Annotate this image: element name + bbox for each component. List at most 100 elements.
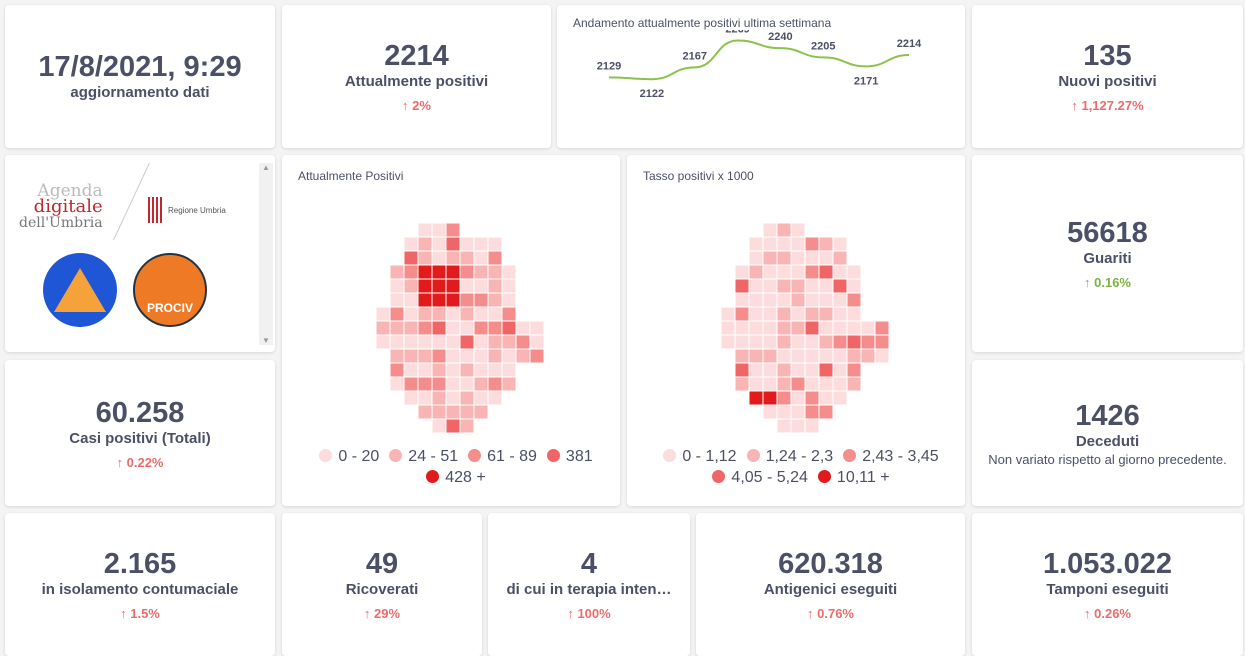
municipality-area[interactable] <box>487 292 503 308</box>
municipality-area[interactable] <box>417 348 433 364</box>
municipality-area[interactable] <box>431 348 447 364</box>
municipality-area[interactable] <box>473 236 489 252</box>
municipality-area[interactable] <box>832 306 848 322</box>
municipality-area[interactable] <box>748 236 764 252</box>
municipality-area[interactable] <box>417 264 433 280</box>
municipality-area[interactable] <box>832 348 848 364</box>
municipality-area[interactable] <box>417 292 433 308</box>
municipality-area[interactable] <box>818 320 834 336</box>
municipality-area[interactable] <box>832 264 848 280</box>
municipality-area[interactable] <box>431 362 447 378</box>
municipality-area[interactable] <box>473 376 489 392</box>
municipality-area[interactable] <box>804 362 820 378</box>
municipality-area[interactable] <box>431 418 447 434</box>
municipality-area[interactable] <box>501 362 517 378</box>
municipality-area[interactable] <box>389 320 405 336</box>
municipality-area[interactable] <box>804 306 820 322</box>
municipality-area[interactable] <box>790 250 806 266</box>
municipality-area[interactable] <box>734 334 750 350</box>
municipality-area[interactable] <box>776 334 792 350</box>
municipality-area[interactable] <box>473 390 489 406</box>
municipality-area[interactable] <box>748 306 764 322</box>
municipality-area[interactable] <box>818 278 834 294</box>
municipality-area[interactable] <box>431 404 447 420</box>
municipality-area[interactable] <box>790 404 806 420</box>
municipality-area[interactable] <box>501 278 517 294</box>
municipality-area[interactable] <box>874 348 890 364</box>
scroll-down-icon[interactable]: ▼ <box>262 336 270 345</box>
municipality-area[interactable] <box>431 320 447 336</box>
municipality-area[interactable] <box>818 306 834 322</box>
municipality-area[interactable] <box>501 334 517 350</box>
municipality-area[interactable] <box>846 320 862 336</box>
municipality-area[interactable] <box>487 264 503 280</box>
municipality-area[interactable] <box>403 348 419 364</box>
municipality-area[interactable] <box>748 362 764 378</box>
municipality-area[interactable] <box>762 334 778 350</box>
municipality-area[interactable] <box>389 292 405 308</box>
municipality-area[interactable] <box>445 320 461 336</box>
municipality-area[interactable] <box>804 236 820 252</box>
municipality-area[interactable] <box>776 418 792 434</box>
municipality-area[interactable] <box>459 362 475 378</box>
municipality-area[interactable] <box>748 334 764 350</box>
municipality-area[interactable] <box>790 362 806 378</box>
municipality-area[interactable] <box>501 348 517 364</box>
municipality-area[interactable] <box>403 236 419 252</box>
municipality-area[interactable] <box>818 292 834 308</box>
municipality-area[interactable] <box>473 250 489 266</box>
municipality-area[interactable] <box>431 236 447 252</box>
municipality-area[interactable] <box>403 250 419 266</box>
municipality-area[interactable] <box>445 418 461 434</box>
municipality-area[interactable] <box>487 348 503 364</box>
municipality-area[interactable] <box>734 292 750 308</box>
municipality-area[interactable] <box>445 376 461 392</box>
municipality-area[interactable] <box>748 278 764 294</box>
municipality-area[interactable] <box>790 418 806 434</box>
municipality-area[interactable] <box>776 278 792 294</box>
municipality-area[interactable] <box>403 334 419 350</box>
municipality-area[interactable] <box>874 334 890 350</box>
municipality-area[interactable] <box>445 236 461 252</box>
municipality-area[interactable] <box>403 320 419 336</box>
municipality-area[interactable] <box>431 292 447 308</box>
municipality-area[interactable] <box>776 306 792 322</box>
municipality-area[interactable] <box>375 334 391 350</box>
municipality-area[interactable] <box>762 404 778 420</box>
municipality-area[interactable] <box>459 404 475 420</box>
municipality-area[interactable] <box>473 362 489 378</box>
municipality-area[interactable] <box>762 320 778 336</box>
municipality-area[interactable] <box>804 320 820 336</box>
municipality-area[interactable] <box>431 306 447 322</box>
municipality-area[interactable] <box>473 306 489 322</box>
municipality-area[interactable] <box>459 348 475 364</box>
municipality-area[interactable] <box>846 376 862 392</box>
municipality-area[interactable] <box>790 390 806 406</box>
municipality-area[interactable] <box>403 376 419 392</box>
municipality-area[interactable] <box>417 390 433 406</box>
municipality-area[interactable] <box>445 348 461 364</box>
municipality-area[interactable] <box>459 278 475 294</box>
municipality-area[interactable] <box>832 362 848 378</box>
municipality-area[interactable] <box>417 404 433 420</box>
municipality-area[interactable] <box>790 376 806 392</box>
municipality-area[interactable] <box>431 334 447 350</box>
municipality-area[interactable] <box>734 264 750 280</box>
municipality-area[interactable] <box>487 320 503 336</box>
municipality-area[interactable] <box>417 222 433 238</box>
municipality-area[interactable] <box>431 250 447 266</box>
municipality-area[interactable] <box>389 264 405 280</box>
municipality-area[interactable] <box>762 264 778 280</box>
municipality-area[interactable] <box>748 390 764 406</box>
municipality-area[interactable] <box>487 306 503 322</box>
municipality-area[interactable] <box>818 348 834 364</box>
umbria-map-tasso[interactable] <box>627 195 965 455</box>
municipality-area[interactable] <box>431 390 447 406</box>
municipality-area[interactable] <box>515 334 531 350</box>
municipality-area[interactable] <box>804 404 820 420</box>
municipality-area[interactable] <box>790 334 806 350</box>
municipality-area[interactable] <box>403 292 419 308</box>
municipality-area[interactable] <box>720 306 736 322</box>
municipality-area[interactable] <box>748 292 764 308</box>
municipality-area[interactable] <box>804 334 820 350</box>
